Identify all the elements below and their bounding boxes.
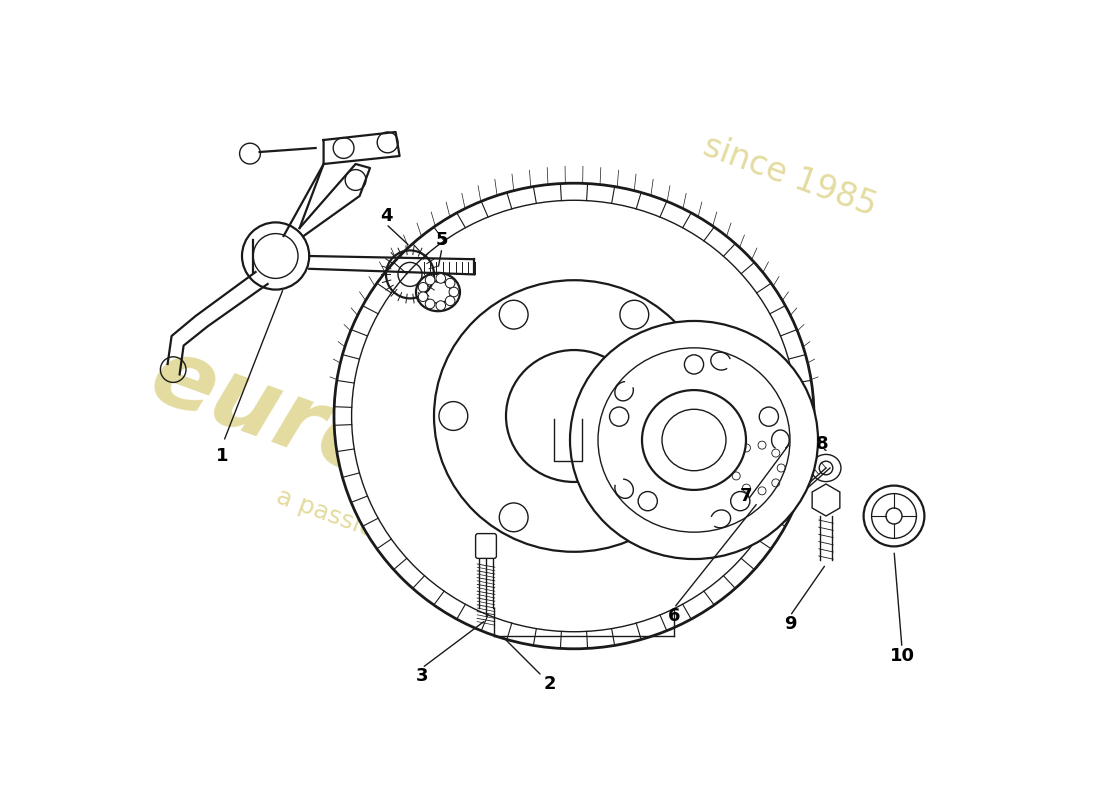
Circle shape <box>758 441 766 449</box>
Circle shape <box>418 292 428 302</box>
Text: since 1985: since 1985 <box>698 130 881 222</box>
Text: 1: 1 <box>216 447 229 465</box>
Circle shape <box>499 300 528 329</box>
Circle shape <box>499 503 528 532</box>
Circle shape <box>772 446 807 482</box>
Circle shape <box>620 300 649 329</box>
Ellipse shape <box>334 183 814 649</box>
Text: 2: 2 <box>543 675 557 693</box>
Text: 5: 5 <box>436 231 449 249</box>
Circle shape <box>733 472 740 480</box>
Circle shape <box>620 503 649 532</box>
Circle shape <box>730 491 750 510</box>
Text: 8: 8 <box>816 435 828 453</box>
Ellipse shape <box>642 390 746 490</box>
Circle shape <box>727 438 789 498</box>
Text: 4: 4 <box>379 207 393 225</box>
Ellipse shape <box>811 454 842 482</box>
Circle shape <box>772 449 780 457</box>
Ellipse shape <box>570 321 818 559</box>
Circle shape <box>742 484 750 492</box>
Text: euroPares: euroPares <box>138 329 674 599</box>
Polygon shape <box>812 484 840 516</box>
Circle shape <box>449 287 459 297</box>
Circle shape <box>426 275 434 285</box>
Circle shape <box>733 456 740 464</box>
Circle shape <box>418 282 428 292</box>
Text: 10: 10 <box>890 647 914 665</box>
Circle shape <box>426 299 434 309</box>
Circle shape <box>778 464 785 472</box>
Circle shape <box>742 444 750 452</box>
Text: a passion for Parts since 1985: a passion for Parts since 1985 <box>273 484 635 636</box>
Text: 6: 6 <box>668 607 680 625</box>
Circle shape <box>758 487 766 495</box>
Circle shape <box>772 479 780 487</box>
Circle shape <box>439 402 468 430</box>
Text: 9: 9 <box>783 615 796 633</box>
Circle shape <box>638 491 658 510</box>
Circle shape <box>436 274 446 283</box>
Circle shape <box>759 407 779 426</box>
Circle shape <box>864 486 924 546</box>
FancyBboxPatch shape <box>475 534 496 558</box>
Text: 7: 7 <box>739 487 752 505</box>
Circle shape <box>436 301 446 310</box>
Circle shape <box>446 296 455 306</box>
Circle shape <box>684 355 704 374</box>
Circle shape <box>446 278 455 288</box>
Circle shape <box>242 222 309 290</box>
Text: 3: 3 <box>416 667 428 685</box>
Circle shape <box>609 407 629 426</box>
Circle shape <box>680 402 710 430</box>
